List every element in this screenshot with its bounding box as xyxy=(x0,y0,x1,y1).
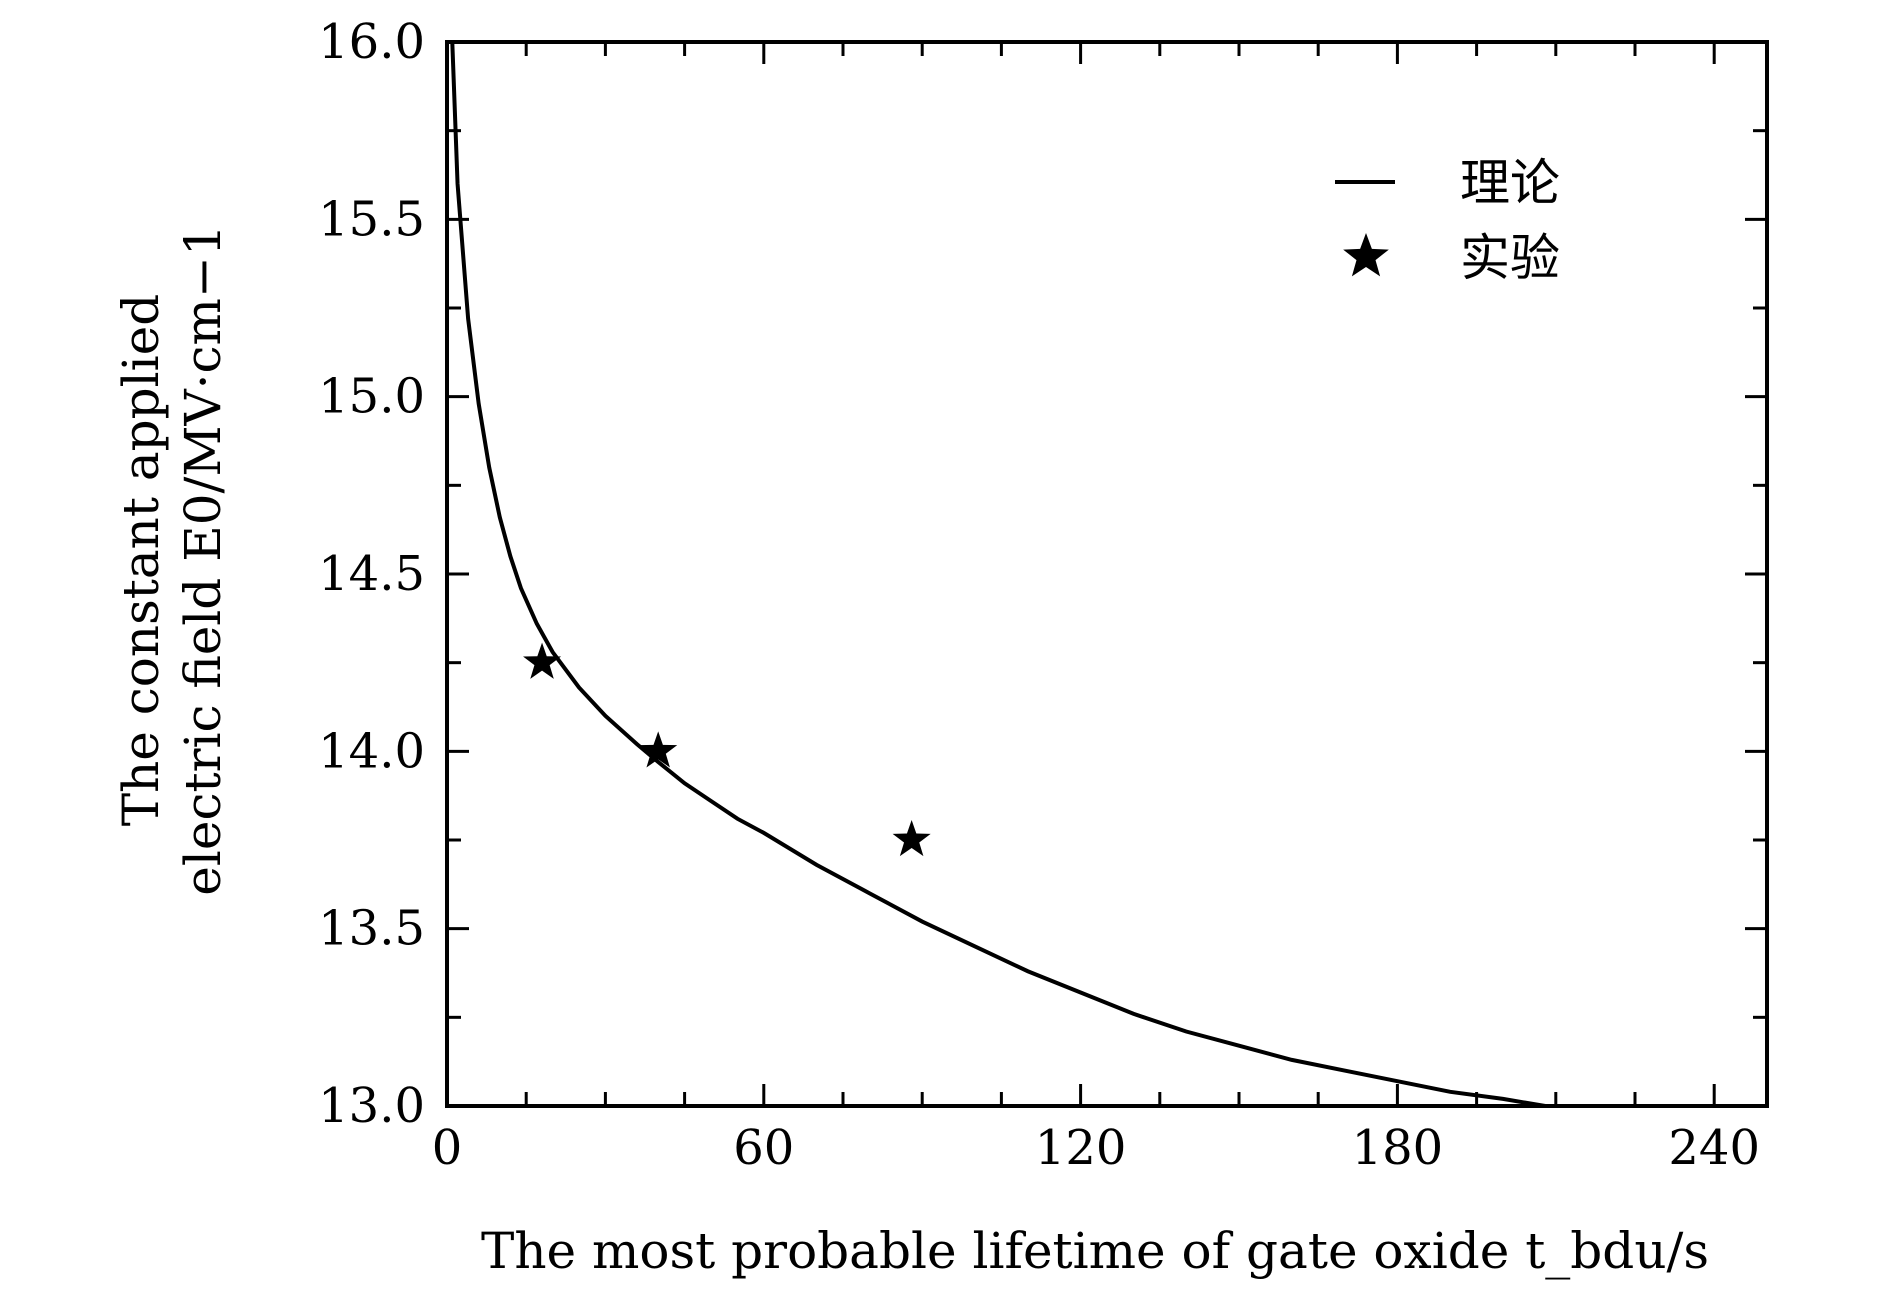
experiment-markers xyxy=(523,642,931,857)
y-tick-label: 13.0 xyxy=(318,1078,425,1134)
y-tick-label: 14.5 xyxy=(318,546,425,602)
legend-label-theory: 理论 xyxy=(1460,154,1560,212)
x-tick-label: 0 xyxy=(432,1120,463,1176)
x-tick-label: 240 xyxy=(1668,1120,1760,1176)
x-tick-labels: 0 60 120 180 240 xyxy=(432,1120,1760,1176)
x-tick-label: 180 xyxy=(1352,1120,1444,1176)
x-tick-label: 60 xyxy=(733,1120,794,1176)
y-axis-label-line1: The constant applied xyxy=(112,294,170,827)
y-tick-label: 13.5 xyxy=(318,901,425,957)
y-tick-labels: 13.0 13.5 14.0 14.5 15.0 15.5 16.0 xyxy=(318,14,425,1134)
legend-star-icon xyxy=(1343,233,1389,277)
y-axis-label: The constant applied electric field E0/M… xyxy=(112,224,232,895)
x-axis-label: The most probable lifetime of gate oxide… xyxy=(481,1222,1709,1280)
y-tick-label: 16.0 xyxy=(318,14,425,70)
x-tick-label: 120 xyxy=(1035,1120,1127,1176)
plot-frame xyxy=(445,40,1769,1108)
tick-marks xyxy=(445,40,1767,1108)
y-axis-label-line2: electric field E0/MV·cm−1 xyxy=(174,224,232,895)
legend-label-experiment: 实验 xyxy=(1460,229,1560,287)
experiment-star-marker xyxy=(639,731,678,768)
y-tick-label: 14.0 xyxy=(318,723,425,779)
y-tick-label: 15.0 xyxy=(318,369,425,425)
legend: 理论 实验 xyxy=(1335,154,1560,287)
y-tick-label: 15.5 xyxy=(318,191,425,247)
theory-curve xyxy=(450,41,1546,1108)
experiment-star-marker xyxy=(523,642,562,679)
experiment-star-marker xyxy=(892,820,931,857)
